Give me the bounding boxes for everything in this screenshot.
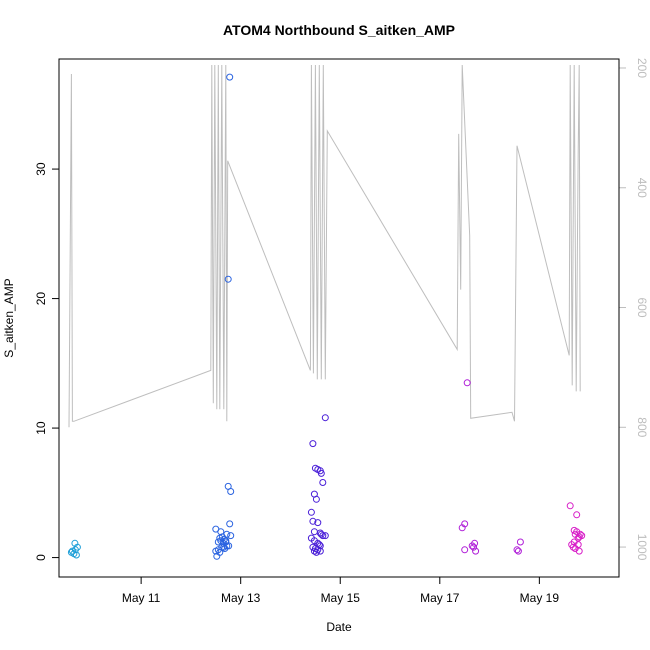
y-axis-label: S_aitken_AMP <box>2 278 16 357</box>
depth-line <box>68 64 581 428</box>
data-point <box>319 532 327 540</box>
data-point <box>67 548 75 556</box>
data-point <box>472 547 480 555</box>
data-point <box>222 537 230 545</box>
data-point <box>516 538 524 546</box>
x-axis-label: Date <box>326 620 352 634</box>
data-point <box>471 539 479 547</box>
y-tick-label: 0 <box>34 554 48 561</box>
x-tick-label: May 17 <box>420 591 460 605</box>
y2-tick-label: 800 <box>635 417 649 437</box>
y2-tick-label: 200 <box>635 58 649 78</box>
data-point <box>314 519 322 527</box>
data-point <box>309 517 317 525</box>
y2-tick-label: 400 <box>635 178 649 198</box>
data-point <box>514 547 522 555</box>
data-point <box>321 414 329 422</box>
data-point <box>220 543 228 551</box>
x-tick-label: May 11 <box>122 591 161 605</box>
y2-tick-label: 1000 <box>635 534 649 561</box>
data-point <box>226 73 234 81</box>
y2-tick-label: 600 <box>635 298 649 318</box>
data-point <box>71 539 79 547</box>
data-point <box>312 548 320 556</box>
data-point <box>576 530 584 538</box>
data-point <box>217 528 225 536</box>
data-point <box>461 520 469 528</box>
data-point <box>312 495 320 503</box>
y-tick-label: 30 <box>34 162 48 176</box>
x-tick-label: May 19 <box>520 591 560 605</box>
data-point <box>227 488 235 495</box>
chart-title: ATOM4 Northbound S_aitken_AMP <box>223 22 455 38</box>
data-point <box>571 545 579 552</box>
data-point <box>224 275 232 283</box>
points-group <box>67 73 586 560</box>
data-point <box>226 520 234 528</box>
axes-group: May 11 May 13 May 15 May 17 May 19 0 10 20 30 200… <box>34 58 649 605</box>
y-tick-label: 20 <box>34 292 48 306</box>
data-point <box>227 532 235 540</box>
data-point <box>310 547 318 555</box>
data-point <box>307 508 315 516</box>
x-tick-label: May 15 <box>321 591 361 605</box>
data-point <box>573 511 581 519</box>
data-point <box>309 440 317 448</box>
data-point <box>223 530 231 538</box>
data-point <box>216 548 224 556</box>
data-point <box>317 530 325 538</box>
x-tick-label: May 13 <box>221 591 261 605</box>
data-point <box>578 532 586 540</box>
plot-frame <box>58 58 620 578</box>
data-point <box>461 546 469 554</box>
data-point <box>570 538 578 546</box>
data-point <box>321 532 329 540</box>
data-point <box>319 479 327 486</box>
data-point <box>566 502 574 510</box>
data-point <box>513 546 521 554</box>
data-point <box>317 469 325 477</box>
data-point <box>463 379 471 387</box>
data-point <box>470 543 478 551</box>
y-tick-label: 10 <box>34 421 48 435</box>
data-point <box>310 528 318 536</box>
depth-line-group <box>68 64 581 428</box>
data-point <box>225 542 233 550</box>
